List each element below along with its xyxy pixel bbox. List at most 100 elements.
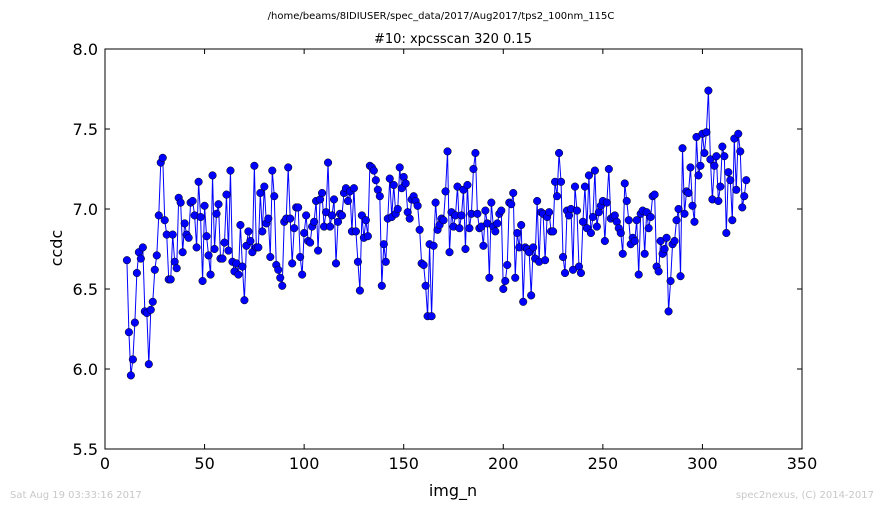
- data-point: [204, 251, 213, 260]
- data-point: [381, 257, 390, 266]
- data-point: [198, 276, 207, 286]
- data-point: [493, 219, 502, 228]
- data-point: [208, 171, 217, 180]
- data-point: [166, 275, 175, 284]
- data-point: [178, 248, 187, 257]
- data-point: [487, 198, 496, 207]
- data-point: [274, 265, 283, 274]
- data-point: [666, 276, 675, 286]
- data-point: [684, 188, 693, 198]
- data-point: [427, 312, 436, 321]
- data-point: [218, 254, 227, 263]
- data-point: [226, 166, 235, 175]
- data-point: [672, 216, 681, 225]
- data-point: [445, 248, 454, 257]
- data-point: [527, 291, 536, 300]
- data-point: [202, 232, 211, 241]
- x-tick-label: 50: [194, 454, 214, 473]
- data-point: [395, 163, 404, 172]
- data-point: [511, 273, 520, 282]
- data-point: [152, 251, 161, 260]
- data-point: [700, 148, 709, 158]
- data-point: [702, 128, 711, 137]
- data-point: [716, 182, 725, 191]
- data-point: [600, 236, 609, 246]
- data-point: [212, 209, 221, 218]
- data-point: [640, 249, 649, 258]
- data-point: [634, 270, 643, 279]
- data-point: [541, 256, 550, 265]
- data-point: [584, 171, 593, 180]
- data-point: [549, 227, 558, 236]
- data-point: [337, 211, 347, 220]
- file-path-label: /home/beams/8IDIUSER/spec_data/2017/Aug2…: [268, 11, 615, 22]
- data-point: [146, 305, 155, 314]
- data-point: [306, 238, 315, 247]
- data-point: [371, 176, 380, 185]
- data-point: [471, 148, 480, 158]
- data-point: [154, 211, 163, 220]
- x-tick-label: 200: [488, 454, 519, 473]
- data-point: [138, 243, 147, 252]
- data-point: [377, 281, 386, 290]
- plot-area: 0 50 100 150 200 250 300 350 5.5 6.0 6.5 7.0 7.5 8.0: [73, 40, 818, 473]
- data-point: [363, 232, 372, 241]
- data-point: [680, 209, 689, 218]
- data-point: [485, 273, 494, 282]
- data-point: [670, 236, 679, 246]
- data-point: [288, 259, 297, 268]
- data-point: [710, 161, 719, 170]
- data-point: [501, 276, 510, 286]
- data-point: [664, 307, 673, 316]
- data-point: [696, 161, 705, 170]
- data-point: [351, 227, 360, 236]
- data-point: [479, 241, 488, 250]
- data-point: [361, 216, 370, 225]
- data-point: [144, 360, 153, 369]
- data-point: [429, 241, 438, 250]
- chart-title: #10: xpcsscan 320 0.15: [374, 32, 532, 47]
- data-point: [469, 164, 478, 174]
- data-point: [473, 209, 482, 218]
- data-point: [650, 190, 659, 199]
- data-point: [624, 216, 633, 225]
- series-line: [126, 90, 747, 376]
- data-point: [302, 211, 311, 220]
- footer-timestamp: Sat Aug 19 03:33:16 2017: [10, 490, 142, 501]
- data-point: [331, 259, 341, 268]
- data-point: [578, 217, 587, 226]
- data-point: [278, 281, 287, 290]
- data-point: [353, 257, 362, 266]
- data-point: [194, 177, 203, 186]
- data-point: [431, 198, 440, 207]
- data-point: [124, 328, 133, 337]
- data-point: [654, 267, 663, 276]
- data-point: [405, 214, 414, 223]
- data-point: [240, 296, 249, 305]
- data-point: [419, 260, 428, 270]
- data-point: [150, 265, 159, 274]
- data-point: [122, 256, 131, 265]
- data-point: [323, 158, 333, 167]
- data-point: [415, 225, 424, 234]
- x-tick-label: 150: [388, 454, 419, 473]
- data-point: [441, 187, 450, 196]
- data-point: [355, 286, 364, 295]
- x-tick-label: 100: [289, 454, 320, 473]
- data-point: [630, 236, 639, 246]
- data-point: [517, 220, 526, 230]
- y-axis-label: ccdc: [47, 230, 66, 267]
- data-point: [413, 201, 422, 210]
- data-point: [553, 192, 562, 201]
- data-point: [254, 243, 263, 252]
- data-point: [455, 224, 464, 233]
- data-point: [314, 246, 323, 255]
- data-point: [180, 219, 189, 228]
- data-point: [224, 246, 233, 255]
- data-point: [602, 198, 611, 207]
- data-point: [740, 192, 749, 201]
- data-point: [172, 264, 181, 273]
- data-point: [439, 216, 448, 225]
- x-tick-label: 0: [100, 454, 110, 473]
